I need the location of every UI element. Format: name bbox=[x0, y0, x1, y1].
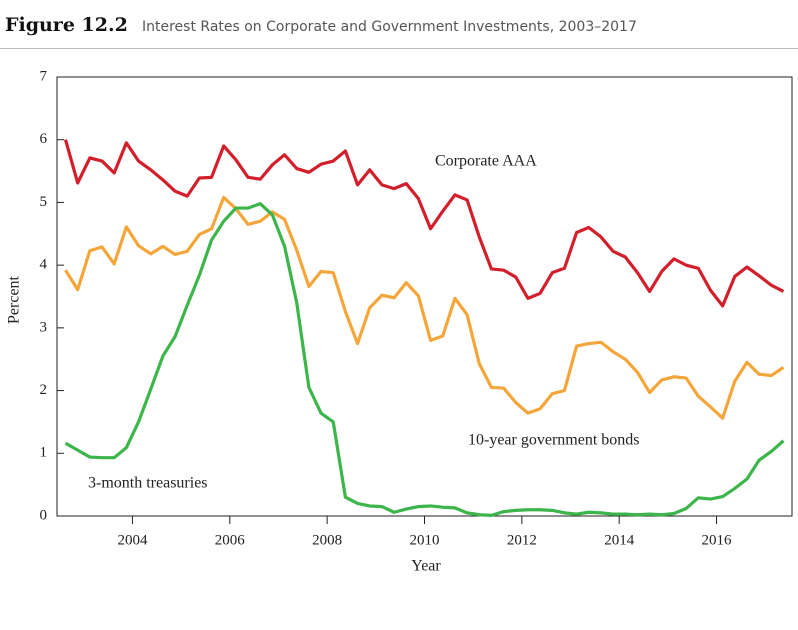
y-tick-label: 3 bbox=[40, 319, 48, 335]
x-tick-label: 2014 bbox=[604, 532, 635, 548]
chart-title: Interest Rates on Corporate and Governme… bbox=[142, 19, 637, 35]
y-tick-label: 2 bbox=[40, 382, 48, 398]
x-tick-label: 2004 bbox=[117, 532, 148, 548]
y-tick-label: 4 bbox=[40, 257, 48, 273]
figure-label: Figure 12.2 bbox=[5, 14, 128, 36]
x-tick-label: 2010 bbox=[410, 532, 440, 548]
series-line bbox=[64, 195, 785, 420]
y-tick-label: 7 bbox=[40, 68, 48, 84]
plot-frame bbox=[56, 76, 793, 517]
x-tick-label: 2016 bbox=[702, 532, 733, 548]
series-label: 3-month treasuries bbox=[88, 475, 208, 492]
series-label: Corporate AAA bbox=[435, 153, 537, 170]
series-label: 10-year government bonds bbox=[468, 432, 640, 449]
series-line bbox=[64, 202, 785, 517]
x-tick-label: 2008 bbox=[312, 532, 342, 548]
series-line bbox=[63, 139, 785, 308]
y-axis-label: Percent bbox=[6, 275, 23, 324]
x-tick-label: 2012 bbox=[507, 532, 537, 548]
y-tick-label: 5 bbox=[40, 194, 48, 210]
y-tick-label: 6 bbox=[40, 131, 48, 147]
header-rule bbox=[0, 48, 798, 49]
x-tick-label: 2006 bbox=[215, 532, 246, 548]
y-tick-label: 1 bbox=[40, 445, 48, 461]
y-tick-label: 0 bbox=[40, 507, 48, 523]
x-axis-label: Year bbox=[411, 558, 441, 575]
